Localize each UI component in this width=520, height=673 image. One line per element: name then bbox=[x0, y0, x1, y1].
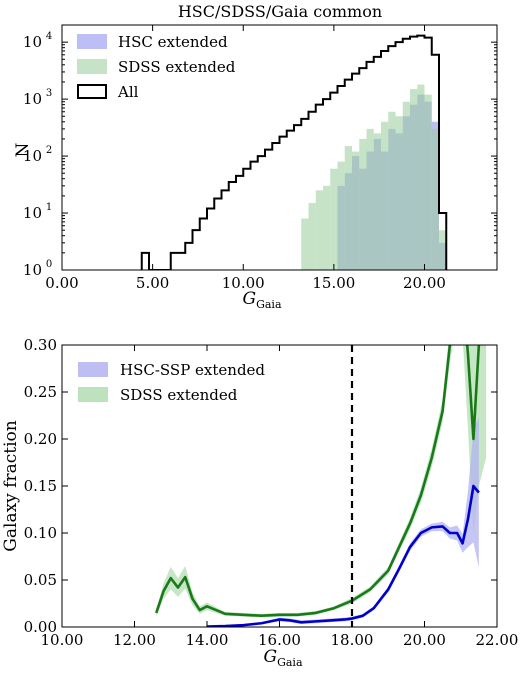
y-tick-label: 0.10 bbox=[24, 524, 57, 542]
histogram-axes: 0.00 5.00 10.00 15.00 20.00 10 0 10 1 10 2 10 3 10 4 bbox=[23, 24, 498, 292]
x-tick-label: 14.00 bbox=[186, 631, 229, 649]
histogram-title: HSC/SDSS/Gaia common bbox=[178, 2, 382, 21]
y-tick-exponent: 4 bbox=[46, 31, 52, 42]
bar-sdss-extended bbox=[424, 94, 432, 270]
fraction-ylabel: Galaxy fraction bbox=[1, 420, 21, 551]
bar-sdss-extended bbox=[323, 185, 331, 270]
y-tick-label: 10 bbox=[23, 90, 42, 108]
x-tick-label: 20.00 bbox=[403, 631, 446, 649]
fraction-xlabel-main: G bbox=[263, 647, 277, 667]
x-tick-label: 18.00 bbox=[331, 631, 374, 649]
bar-sdss-extended bbox=[301, 218, 309, 270]
y-tick-label: 0.20 bbox=[24, 430, 57, 448]
step-line-all bbox=[140, 34, 448, 270]
y-tick-label: 0.25 bbox=[24, 383, 57, 401]
fraction-panel: 10.00 12.00 14.00 16.00 18.00 20.00 22.00 0.00 0… bbox=[1, 336, 519, 669]
bar-sdss-extended bbox=[315, 190, 323, 270]
legend-label: SDSS extended bbox=[118, 58, 236, 76]
x-tick-label: 0.00 bbox=[45, 274, 78, 292]
x-tick-label: 15.00 bbox=[312, 274, 355, 292]
x-tick-label: 16.00 bbox=[258, 631, 301, 649]
bar-sdss-extended bbox=[381, 121, 389, 270]
series-line-sdss-extended bbox=[155, 345, 481, 618]
uncertainty-band bbox=[207, 417, 479, 627]
legend-label: SDSS extended bbox=[120, 386, 238, 404]
bar-sdss-extended bbox=[388, 111, 396, 270]
fraction-plot bbox=[155, 345, 487, 627]
bar-sdss-extended bbox=[439, 230, 447, 270]
bar-sdss-extended bbox=[344, 146, 352, 270]
fraction-legend: HSC-SSP extended SDSS extended bbox=[78, 361, 265, 404]
x-tick-label: 5.00 bbox=[136, 274, 169, 292]
histogram-ylabel: N bbox=[13, 142, 33, 157]
bar-sdss-extended bbox=[402, 101, 410, 270]
bar-sdss-extended bbox=[359, 138, 367, 270]
y-tick-exponent: 1 bbox=[46, 202, 52, 213]
y-tick-exponent: 2 bbox=[46, 145, 52, 156]
fraction-axes: 10.00 12.00 14.00 16.00 18.00 20.00 22.00 0.00 0… bbox=[24, 336, 519, 649]
y-tick-label: 0.30 bbox=[24, 336, 57, 354]
x-tick-label: 22.00 bbox=[476, 631, 519, 649]
y-tick-label: 10 bbox=[23, 261, 42, 279]
bar-sdss-extended bbox=[352, 151, 360, 270]
legend-swatch bbox=[78, 362, 108, 377]
y-tick-exponent: 0 bbox=[46, 259, 52, 270]
legend-label: HSC-SSP extended bbox=[120, 361, 265, 379]
y-tick-exponent: 3 bbox=[46, 88, 52, 99]
legend-label: HSC extended bbox=[118, 33, 228, 51]
histogram-bars bbox=[140, 34, 448, 270]
histogram-xlabel-sub: Gaia bbox=[256, 298, 282, 311]
y-tick-label: 10 bbox=[23, 147, 42, 165]
legend-swatch bbox=[77, 59, 107, 74]
histogram-legend: HSC extended SDSS extended All bbox=[77, 33, 236, 101]
histogram-frame bbox=[61, 24, 498, 271]
series-line-hsc-ssp-extended bbox=[206, 484, 480, 627]
bar-sdss-extended bbox=[395, 116, 403, 270]
legend-label: All bbox=[117, 83, 139, 101]
bar-sdss-extended bbox=[410, 89, 418, 270]
y-tick-label: 0.15 bbox=[24, 477, 57, 495]
y-tick-label: 10 bbox=[23, 33, 42, 51]
y-tick-label: 0.00 bbox=[24, 618, 57, 636]
x-tick-label: 12.00 bbox=[113, 631, 156, 649]
bar-sdss-extended bbox=[431, 128, 439, 270]
x-tick-label: 10.00 bbox=[222, 274, 265, 292]
histogram-panel: HSC/SDSS/Gaia common 0.00 5.00 10.00 15.00 2… bbox=[13, 2, 498, 311]
legend-swatch bbox=[77, 84, 107, 99]
bar-sdss-extended bbox=[417, 84, 425, 270]
legend-swatch bbox=[78, 387, 108, 402]
bar-sdss-extended bbox=[308, 203, 316, 270]
bar-sdss-extended bbox=[330, 168, 338, 270]
bar-sdss-extended bbox=[337, 161, 345, 270]
x-tick-label: 10.00 bbox=[41, 631, 84, 649]
histogram-xlabel-main: G bbox=[242, 289, 256, 309]
fraction-xlabel: GGaia bbox=[263, 647, 302, 669]
y-tick-label: 0.05 bbox=[24, 571, 57, 589]
bar-sdss-extended bbox=[373, 133, 381, 270]
y-tick-label: 10 bbox=[23, 204, 42, 222]
histogram-xlabel: GGaia bbox=[242, 289, 281, 311]
fraction-xlabel-sub: Gaia bbox=[277, 656, 303, 669]
x-tick-label: 20.00 bbox=[403, 274, 446, 292]
bar-sdss-extended bbox=[366, 128, 374, 270]
legend-swatch bbox=[77, 34, 107, 49]
